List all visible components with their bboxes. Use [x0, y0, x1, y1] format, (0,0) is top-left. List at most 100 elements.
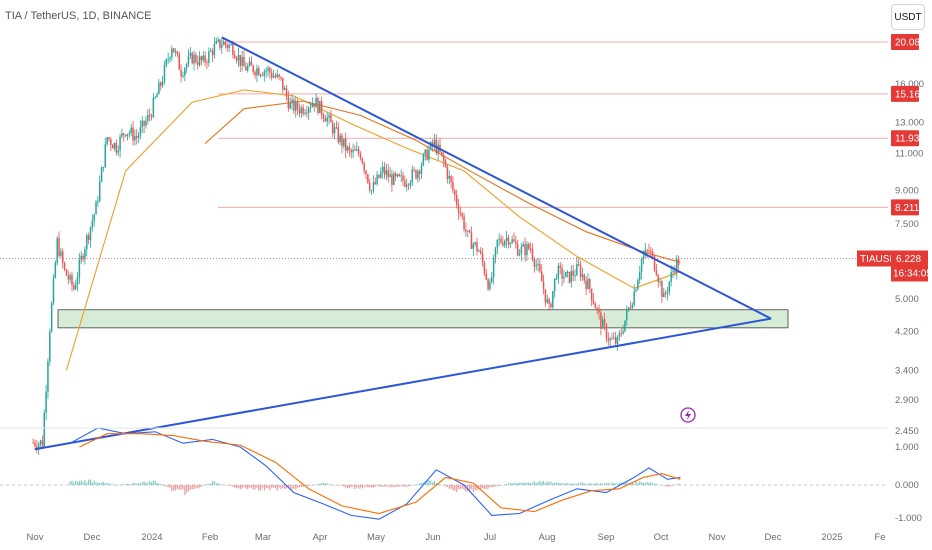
candle-body: [589, 279, 591, 289]
macd-histogram-bar: [524, 482, 526, 485]
macd-histogram-bar: [369, 485, 371, 488]
macd-histogram-bar: [605, 483, 608, 485]
candle-body: [313, 103, 316, 107]
macd-histogram-bar: [570, 483, 572, 485]
macd-histogram-bar: [552, 482, 554, 485]
candle-body: [328, 115, 330, 118]
candle-body: [535, 264, 537, 267]
candle-body: [411, 169, 414, 183]
macd-histogram-bar: [319, 483, 321, 485]
macd-histogram-bar: [461, 485, 463, 489]
candle-body: [670, 272, 672, 282]
macd-histogram-bar: [513, 482, 515, 485]
macd-histogram-bar: [102, 481, 105, 485]
macd-histogram-bar: [500, 485, 502, 486]
candle-body: [137, 135, 140, 138]
candle-body: [405, 184, 408, 187]
candle-body: [596, 308, 598, 310]
candle-body: [572, 270, 574, 276]
candle-body: [444, 160, 447, 167]
candle-body: [158, 82, 160, 95]
candle-body: [609, 338, 611, 341]
currency-button[interactable]: USDT: [891, 4, 925, 30]
candle-body: [372, 182, 375, 191]
macd-histogram-bar: [637, 483, 639, 485]
macd-histogram-bar: [439, 484, 441, 485]
candle-body: [552, 290, 554, 308]
candle-body: [664, 292, 667, 294]
last-price-badge: [891, 250, 928, 282]
macd-histogram-bar: [326, 483, 328, 485]
macd-histogram-bar: [195, 485, 197, 489]
candle-body: [655, 270, 658, 276]
candle-body: [431, 142, 434, 146]
macd-histogram-bar: [241, 485, 243, 489]
candle-body: [97, 201, 99, 203]
macd-tick-label: -1.000: [895, 513, 922, 524]
price-axis: 16.000 13.000 11.000 9.000 7.500 5.000 4.200 3.…: [895, 79, 924, 437]
level-badge: [891, 199, 919, 216]
candle-body: [426, 149, 428, 160]
candle-body: [230, 44, 232, 46]
candle-body: [494, 247, 497, 259]
macd-histogram-bar: [73, 482, 75, 485]
macd-histogram-bar: [224, 484, 227, 486]
macd-histogram-bar: [587, 483, 589, 485]
candle-body: [644, 250, 647, 256]
candle-body: [626, 309, 628, 321]
candle-body: [570, 270, 573, 283]
macd-histogram-bar: [602, 483, 604, 485]
macd-histogram-bar: [202, 485, 204, 486]
candle-body: [598, 308, 600, 313]
candle-body: [433, 139, 436, 146]
macd-histogram-bar: [509, 482, 511, 485]
candle-body: [296, 101, 299, 110]
candle-body: [176, 51, 179, 55]
macd-histogram-bar: [640, 482, 643, 485]
candle-body: [287, 96, 290, 109]
macd-histogram-bar: [149, 480, 151, 485]
macd-histogram-bar: [657, 484, 659, 486]
macd-histogram-bar: [328, 484, 330, 485]
candle-body: [134, 135, 136, 141]
candle-body: [49, 331, 51, 362]
macd-histogram-bar: [389, 485, 391, 488]
candle-body: [365, 170, 367, 175]
macd-histogram-bar: [308, 485, 310, 487]
candle-body: [221, 45, 223, 48]
macd-histogram-bar: [518, 482, 521, 485]
candle-body: [672, 271, 674, 273]
candle-body: [605, 324, 608, 339]
candle-body: [452, 181, 454, 191]
macd-histogram-bar: [498, 485, 500, 486]
candle-body: [298, 109, 301, 114]
macd-histogram-bar: [341, 485, 343, 486]
macd-histogram-bar: [272, 485, 275, 488]
price-tick-label: 13.000: [895, 117, 924, 128]
candle-body: [208, 51, 210, 63]
candle-body: [252, 65, 254, 73]
macd-histogram-bar: [450, 485, 452, 489]
candle-body: [302, 107, 304, 114]
candle-body: [307, 108, 310, 113]
price-tick-label: 3.400: [895, 365, 919, 376]
candle-body: [417, 171, 419, 179]
macd-histogram-bar: [396, 485, 399, 487]
candle-body: [58, 238, 60, 256]
candle-body: [232, 44, 234, 55]
macd-histogram-bar: [95, 482, 97, 485]
macd-histogram-bar: [186, 485, 188, 493]
macd-histogram-bar: [115, 485, 117, 486]
macd-histogram-bar: [128, 483, 130, 485]
macd-histogram-bar: [620, 482, 622, 485]
candle-body: [213, 43, 216, 56]
candle-body: [60, 251, 62, 256]
macd-tick-label: 1.000: [895, 442, 919, 453]
candle-body: [650, 251, 652, 253]
last-price-label: 6.228: [896, 254, 921, 265]
macd-histogram-bar: [356, 485, 358, 488]
macd-histogram-bar: [565, 482, 567, 485]
macd-histogram-bar: [504, 484, 506, 485]
macd-histogram-bar: [494, 485, 497, 487]
